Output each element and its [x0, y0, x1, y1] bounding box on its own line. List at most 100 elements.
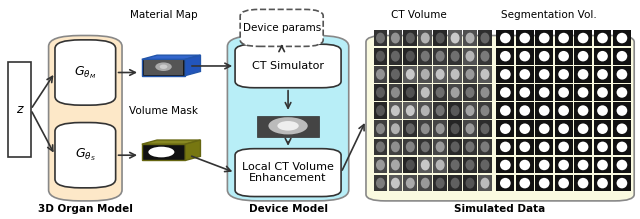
Ellipse shape [420, 87, 429, 98]
Bar [497, 175, 515, 191]
Ellipse shape [465, 123, 474, 134]
Ellipse shape [558, 142, 569, 152]
Bar [433, 66, 447, 83]
Ellipse shape [616, 178, 627, 188]
Ellipse shape [451, 33, 460, 44]
Bar [433, 84, 447, 101]
Bar [463, 48, 477, 65]
Bar [419, 138, 432, 155]
Bar [433, 120, 447, 137]
Ellipse shape [481, 69, 490, 80]
Bar [433, 175, 447, 191]
Ellipse shape [436, 69, 445, 80]
Bar [448, 157, 462, 173]
Ellipse shape [597, 105, 608, 116]
Bar [448, 102, 462, 119]
Bar [419, 48, 432, 65]
Text: Device params: Device params [243, 23, 321, 33]
Bar [613, 66, 631, 83]
Ellipse shape [376, 33, 385, 44]
Bar [497, 66, 515, 83]
Ellipse shape [391, 105, 400, 116]
Bar [463, 102, 477, 119]
Ellipse shape [597, 142, 608, 152]
Bar [574, 48, 592, 65]
Bar [516, 84, 534, 101]
FancyBboxPatch shape [235, 44, 341, 88]
Ellipse shape [420, 160, 429, 170]
Bar [463, 157, 477, 173]
Bar [613, 102, 631, 119]
Ellipse shape [406, 141, 415, 152]
Ellipse shape [391, 87, 400, 98]
Bar [463, 30, 477, 46]
Bar [463, 120, 477, 137]
Bar [574, 138, 592, 155]
Bar [478, 120, 492, 137]
Bar [497, 84, 515, 101]
Bar [516, 175, 534, 191]
Ellipse shape [451, 178, 460, 189]
Ellipse shape [406, 87, 415, 98]
Ellipse shape [500, 69, 511, 79]
Ellipse shape [451, 160, 460, 170]
Ellipse shape [436, 178, 445, 189]
Bar [419, 84, 432, 101]
Bar [374, 30, 387, 46]
Bar [516, 102, 534, 119]
Ellipse shape [159, 65, 168, 69]
Ellipse shape [578, 160, 588, 170]
Ellipse shape [451, 105, 460, 116]
Ellipse shape [451, 69, 460, 80]
Ellipse shape [578, 142, 588, 152]
Bar [419, 102, 432, 119]
Ellipse shape [420, 51, 429, 62]
Bar [403, 120, 417, 137]
Text: CT Volume: CT Volume [391, 10, 447, 20]
Ellipse shape [558, 160, 569, 170]
Ellipse shape [520, 105, 530, 116]
Text: CT Simulator: CT Simulator [252, 61, 324, 71]
Ellipse shape [391, 160, 400, 170]
Ellipse shape [277, 121, 299, 131]
Bar [497, 157, 515, 173]
Ellipse shape [451, 123, 460, 134]
Ellipse shape [436, 33, 445, 44]
FancyBboxPatch shape [227, 35, 349, 201]
Bar [593, 66, 611, 83]
Bar [497, 48, 515, 65]
Ellipse shape [436, 141, 445, 152]
Bar [388, 30, 403, 46]
Bar [448, 120, 462, 137]
Bar [593, 175, 611, 191]
Bar [497, 138, 515, 155]
Bar [374, 48, 387, 65]
Bar [463, 84, 477, 101]
Ellipse shape [156, 62, 172, 71]
Ellipse shape [465, 33, 474, 44]
Ellipse shape [465, 69, 474, 80]
Bar [433, 102, 447, 119]
Bar [374, 120, 387, 137]
Ellipse shape [597, 51, 608, 62]
Ellipse shape [391, 51, 400, 62]
Ellipse shape [578, 105, 588, 116]
Bar [593, 30, 611, 46]
Bar [374, 175, 387, 191]
Bar [448, 175, 462, 191]
Bar [257, 116, 319, 137]
Ellipse shape [616, 69, 627, 79]
Polygon shape [185, 55, 200, 76]
Bar [142, 59, 185, 76]
Bar [403, 102, 417, 119]
Bar [374, 102, 387, 119]
Bar [535, 175, 553, 191]
Ellipse shape [391, 69, 400, 80]
Ellipse shape [578, 33, 588, 43]
Ellipse shape [436, 87, 445, 98]
Ellipse shape [500, 142, 511, 152]
Ellipse shape [616, 87, 627, 98]
Bar [593, 120, 611, 137]
Ellipse shape [597, 87, 608, 98]
Bar [388, 175, 403, 191]
